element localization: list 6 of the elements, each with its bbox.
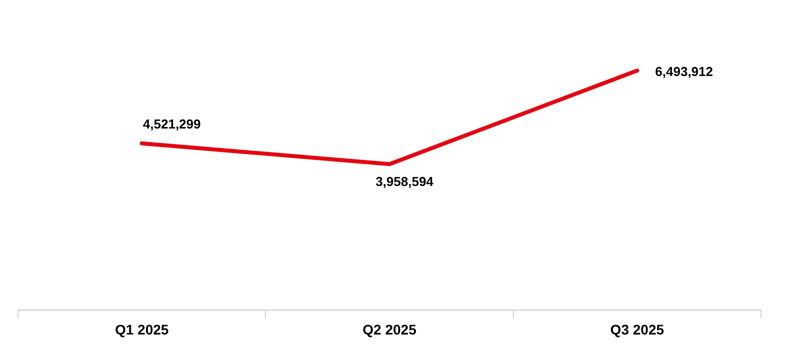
x-tick-label: Q2 2025 [362, 321, 417, 338]
x-tick-label: Q3 2025 [610, 321, 664, 338]
x-tick-label: Q1 2025 [114, 321, 169, 338]
data-label: 6,493,912 [655, 64, 714, 80]
data-label: 4,521,299 [142, 116, 201, 132]
data-label: 3,958,594 [376, 174, 434, 190]
